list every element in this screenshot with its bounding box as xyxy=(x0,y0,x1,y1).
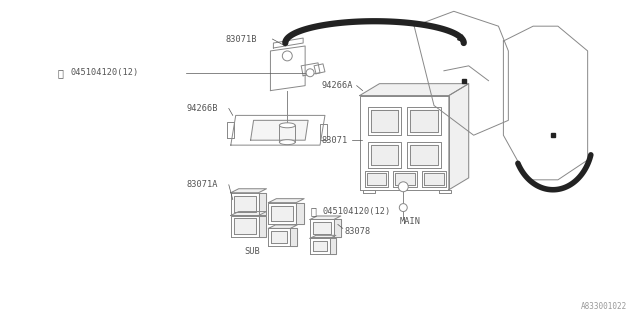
Text: 83071: 83071 xyxy=(322,136,348,145)
Polygon shape xyxy=(313,241,327,251)
Polygon shape xyxy=(313,222,331,234)
Polygon shape xyxy=(449,84,468,190)
Polygon shape xyxy=(227,122,234,138)
Polygon shape xyxy=(320,124,327,140)
Polygon shape xyxy=(414,11,508,135)
Polygon shape xyxy=(396,173,415,185)
Polygon shape xyxy=(251,120,308,140)
Polygon shape xyxy=(367,173,387,185)
Polygon shape xyxy=(504,26,588,180)
Text: A833001022: A833001022 xyxy=(581,302,627,311)
Polygon shape xyxy=(360,84,468,96)
Polygon shape xyxy=(310,216,341,220)
Polygon shape xyxy=(407,142,441,168)
Text: SUB: SUB xyxy=(244,247,260,256)
Polygon shape xyxy=(424,173,444,185)
Polygon shape xyxy=(394,171,417,187)
Polygon shape xyxy=(259,215,266,237)
Polygon shape xyxy=(231,189,266,193)
Polygon shape xyxy=(360,96,449,190)
Circle shape xyxy=(398,182,408,192)
Polygon shape xyxy=(371,145,398,165)
Polygon shape xyxy=(310,220,334,237)
Text: 83071A: 83071A xyxy=(186,180,218,189)
Ellipse shape xyxy=(279,140,295,145)
Polygon shape xyxy=(291,228,297,246)
Polygon shape xyxy=(422,171,446,187)
Text: 94266B: 94266B xyxy=(186,104,218,113)
Polygon shape xyxy=(271,231,287,243)
Text: 83078: 83078 xyxy=(345,227,371,236)
Text: Ⓢ: Ⓢ xyxy=(310,206,316,217)
Circle shape xyxy=(306,69,314,77)
Ellipse shape xyxy=(279,123,295,128)
Polygon shape xyxy=(367,142,401,168)
Polygon shape xyxy=(234,219,255,234)
Text: 94266A: 94266A xyxy=(322,81,353,90)
Polygon shape xyxy=(407,108,441,135)
Circle shape xyxy=(282,51,292,61)
Polygon shape xyxy=(234,196,255,212)
Polygon shape xyxy=(231,116,325,145)
Polygon shape xyxy=(310,235,336,238)
Polygon shape xyxy=(301,63,320,76)
Polygon shape xyxy=(271,46,305,91)
Polygon shape xyxy=(367,108,401,135)
Polygon shape xyxy=(268,199,304,203)
Polygon shape xyxy=(296,203,304,224)
Polygon shape xyxy=(330,238,336,254)
Polygon shape xyxy=(268,228,291,246)
Polygon shape xyxy=(314,64,325,74)
Polygon shape xyxy=(231,212,266,215)
Text: 045104120(12): 045104120(12) xyxy=(323,207,391,216)
Polygon shape xyxy=(310,238,330,254)
Polygon shape xyxy=(231,215,259,237)
Text: Ⓢ: Ⓢ xyxy=(58,68,63,78)
Text: MAIN: MAIN xyxy=(399,217,420,226)
Polygon shape xyxy=(371,110,398,132)
Polygon shape xyxy=(279,125,295,142)
Polygon shape xyxy=(410,110,438,132)
Circle shape xyxy=(399,204,407,212)
Text: 83071B: 83071B xyxy=(226,35,257,44)
Polygon shape xyxy=(410,145,438,165)
Polygon shape xyxy=(259,193,266,214)
Polygon shape xyxy=(268,203,296,224)
Polygon shape xyxy=(439,190,451,193)
Text: 045104120(12): 045104120(12) xyxy=(70,68,138,77)
Polygon shape xyxy=(365,171,388,187)
Polygon shape xyxy=(334,220,341,237)
Polygon shape xyxy=(231,193,259,214)
Polygon shape xyxy=(271,206,293,221)
Polygon shape xyxy=(273,38,303,48)
Polygon shape xyxy=(268,225,297,228)
Polygon shape xyxy=(363,190,374,193)
